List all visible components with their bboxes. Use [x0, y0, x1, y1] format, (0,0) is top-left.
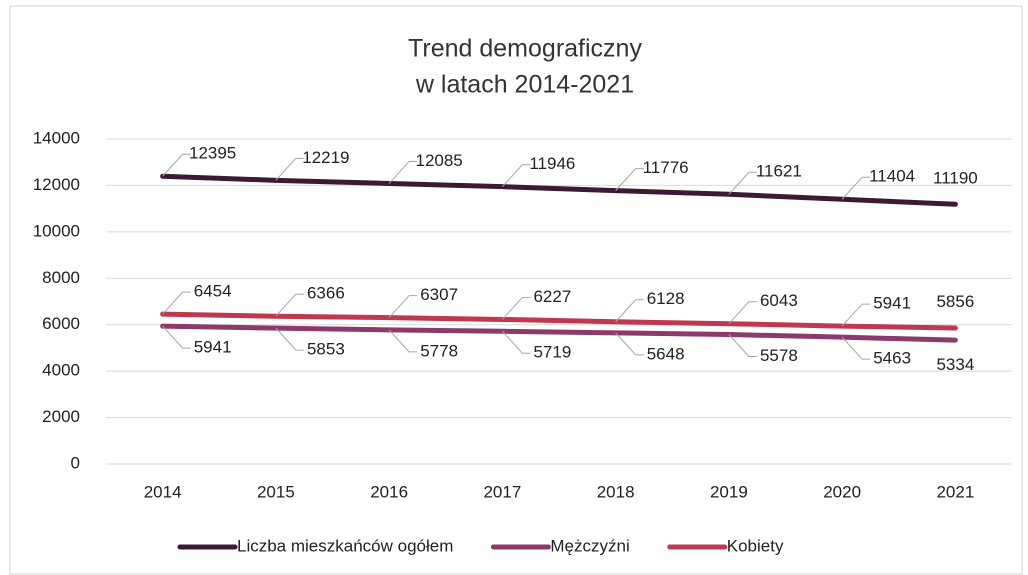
- data-label: 11404: [869, 167, 915, 186]
- data-label: 6454: [194, 282, 232, 301]
- leader-line: [728, 171, 757, 195]
- line: [160, 311, 958, 331]
- data-label: 5856: [936, 292, 974, 311]
- leader-line: [841, 336, 871, 360]
- y-tick-label: 4000: [42, 361, 80, 380]
- data-label: 5778: [420, 341, 458, 360]
- data-label: 5334: [936, 355, 974, 374]
- y-tick-label: 0: [71, 453, 80, 472]
- data-label: 5578: [760, 346, 798, 365]
- leader-line: [162, 291, 191, 315]
- x-tick-label: 2015: [257, 482, 295, 501]
- y-tick-label: 2000: [42, 407, 80, 426]
- data-label: 6043: [760, 291, 798, 310]
- data-label: 5853: [307, 340, 345, 359]
- leader-line: [388, 295, 418, 318]
- chart-border: [9, 5, 1023, 575]
- leader-line: [275, 327, 304, 351]
- data-label: 11776: [643, 158, 689, 177]
- leader-line: [841, 176, 871, 200]
- y-tick-label: 8000: [42, 268, 80, 287]
- leader-line: [162, 153, 191, 177]
- chart-title: Trend demograficzny: [408, 35, 642, 63]
- data-label: 11190: [933, 168, 978, 187]
- data-label: 5648: [647, 344, 685, 363]
- x-tick-label: 2021: [936, 482, 974, 501]
- data-label: 6307: [420, 285, 458, 304]
- y-tick-label: 12000: [33, 175, 80, 194]
- leader-line: [728, 334, 757, 358]
- leader-line: [728, 301, 757, 325]
- x-tick-label: 2017: [483, 482, 521, 501]
- x-tick-label: 2014: [144, 482, 182, 501]
- data-label: 12085: [415, 151, 462, 170]
- data-label: 5941: [873, 294, 911, 313]
- x-tick-label: 2019: [710, 482, 748, 501]
- leader-line: [615, 332, 644, 356]
- data-label: 6366: [307, 284, 345, 303]
- data-label: 11621: [756, 162, 802, 181]
- leader-line: [502, 330, 531, 354]
- x-tick-label: 2018: [597, 482, 635, 501]
- data-label: 12395: [189, 144, 236, 163]
- x-tick-label: 2016: [370, 482, 408, 501]
- data-label: 5463: [873, 349, 911, 368]
- x-tick-label: 2020: [823, 482, 861, 501]
- legend-label: Kobiety: [727, 536, 784, 555]
- data-label: 12219: [302, 148, 349, 167]
- leader-line: [388, 329, 418, 353]
- data-label: 5719: [533, 343, 571, 362]
- leader-line: [275, 293, 304, 317]
- chart-title: w latach 2014-2021: [415, 71, 634, 99]
- leader-line: [388, 160, 418, 184]
- data-label: 5941: [194, 338, 232, 357]
- leader-line: [162, 325, 191, 349]
- line: [160, 173, 958, 207]
- data-label: 6227: [533, 287, 571, 306]
- leader-line: [615, 168, 644, 191]
- y-tick-label: 6000: [42, 314, 80, 333]
- line: [160, 323, 958, 343]
- y-tick-label: 14000: [33, 128, 80, 147]
- y-tick-label: 10000: [33, 221, 80, 240]
- legend-label: Liczba mieszkańców ogółem: [237, 536, 453, 555]
- data-label: 11946: [529, 154, 575, 173]
- legend-label: Mężczyźni: [550, 536, 629, 555]
- leader-line: [275, 157, 304, 181]
- leader-line: [502, 296, 531, 320]
- data-label: 6128: [647, 289, 685, 308]
- leader-line: [615, 299, 644, 323]
- leader-line: [841, 303, 871, 327]
- leader-line: [502, 164, 531, 188]
